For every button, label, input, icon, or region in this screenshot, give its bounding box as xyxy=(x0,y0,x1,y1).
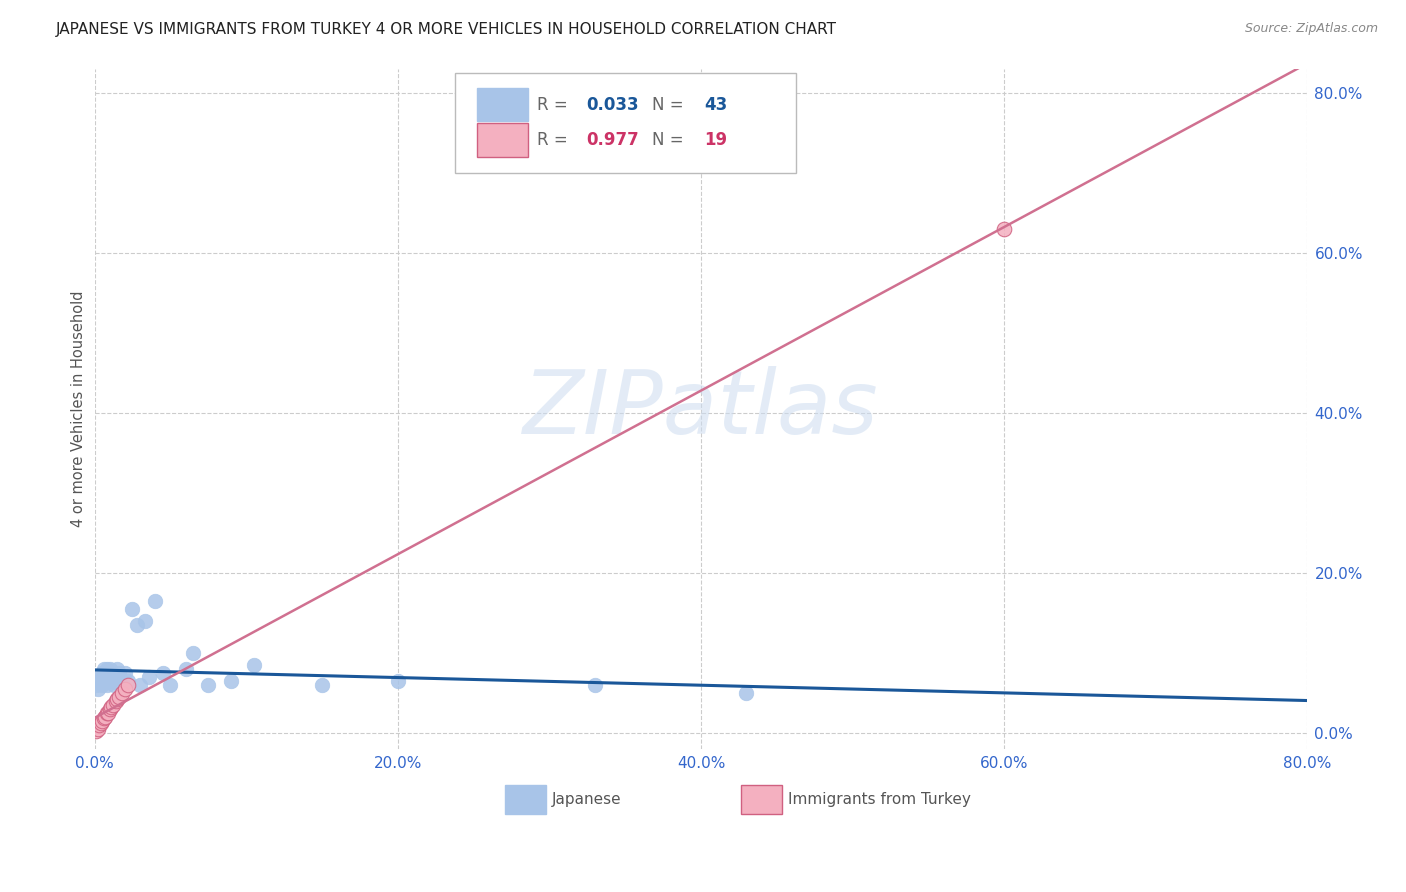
Point xyxy=(98,662,121,676)
Text: Source: ZipAtlas.com: Source: ZipAtlas.com xyxy=(1244,22,1378,36)
Point xyxy=(94,709,117,723)
Point xyxy=(138,670,160,684)
Point xyxy=(101,698,124,712)
Point xyxy=(86,681,108,696)
Point xyxy=(96,662,118,676)
Text: R =: R = xyxy=(537,95,574,113)
Point xyxy=(152,665,174,680)
Point xyxy=(110,678,132,692)
Point xyxy=(101,670,124,684)
Text: N =: N = xyxy=(652,131,689,149)
Point xyxy=(311,678,333,692)
Point xyxy=(91,678,114,692)
Point xyxy=(159,678,181,692)
Text: 19: 19 xyxy=(704,131,728,149)
FancyBboxPatch shape xyxy=(741,785,782,814)
Point xyxy=(181,646,204,660)
Point xyxy=(84,724,107,739)
Point xyxy=(97,706,120,720)
Point xyxy=(104,693,127,707)
Y-axis label: 4 or more Vehicles in Household: 4 or more Vehicles in Household xyxy=(72,290,86,527)
Point xyxy=(143,593,166,607)
Text: ZIPatlas: ZIPatlas xyxy=(523,366,879,451)
Point xyxy=(121,601,143,615)
Point xyxy=(219,673,242,688)
Point xyxy=(93,670,115,684)
Point xyxy=(117,673,139,688)
Point xyxy=(98,673,121,688)
Point xyxy=(108,665,131,680)
FancyBboxPatch shape xyxy=(454,73,796,172)
Point xyxy=(84,678,107,692)
Point xyxy=(94,673,117,688)
Point xyxy=(96,678,118,692)
Point xyxy=(197,678,219,692)
Point xyxy=(108,690,131,704)
Point xyxy=(90,670,112,684)
Text: R =: R = xyxy=(537,131,574,149)
Point xyxy=(93,662,115,676)
Point xyxy=(91,665,114,680)
Text: N =: N = xyxy=(652,95,689,113)
Point xyxy=(91,714,114,728)
Point xyxy=(735,685,758,699)
Point xyxy=(117,678,139,692)
Point xyxy=(993,221,1015,235)
Point xyxy=(242,657,264,672)
Point xyxy=(94,665,117,680)
Point xyxy=(125,617,148,632)
Point xyxy=(387,673,409,688)
Point xyxy=(105,662,128,676)
Point xyxy=(583,678,606,692)
Point xyxy=(114,665,136,680)
Point xyxy=(105,692,128,706)
Text: Japanese: Japanese xyxy=(551,792,621,807)
Point xyxy=(134,614,156,628)
Point xyxy=(100,700,122,714)
Point xyxy=(87,717,110,731)
Point xyxy=(90,673,112,688)
Text: Immigrants from Turkey: Immigrants from Turkey xyxy=(789,792,972,807)
Point xyxy=(114,681,136,696)
Point xyxy=(90,716,112,731)
Point xyxy=(111,673,134,688)
Point xyxy=(174,662,197,676)
Text: 0.977: 0.977 xyxy=(586,131,638,149)
Point xyxy=(103,678,125,692)
Point xyxy=(98,701,121,715)
Text: JAPANESE VS IMMIGRANTS FROM TURKEY 4 OR MORE VEHICLES IN HOUSEHOLD CORRELATION C: JAPANESE VS IMMIGRANTS FROM TURKEY 4 OR … xyxy=(56,22,837,37)
FancyBboxPatch shape xyxy=(505,785,546,814)
Point xyxy=(87,673,110,688)
Point xyxy=(93,711,115,725)
Text: 0.033: 0.033 xyxy=(586,95,638,113)
Point xyxy=(97,670,120,684)
Point xyxy=(86,722,108,736)
Point xyxy=(96,706,118,720)
Point xyxy=(111,685,134,699)
FancyBboxPatch shape xyxy=(477,123,527,157)
Point xyxy=(129,678,152,692)
Text: 43: 43 xyxy=(704,95,728,113)
FancyBboxPatch shape xyxy=(477,88,527,121)
Point xyxy=(104,671,127,685)
Point xyxy=(100,665,122,680)
